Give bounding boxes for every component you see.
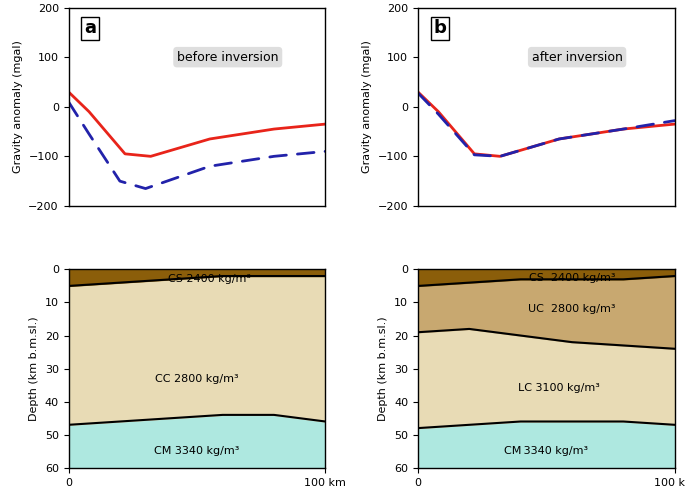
Text: CM 3340 kg/m³: CM 3340 kg/m³ — [504, 446, 588, 456]
Text: CS  2400 kg/m³: CS 2400 kg/m³ — [529, 273, 615, 283]
Text: after inversion: after inversion — [532, 51, 623, 64]
Text: a: a — [84, 20, 96, 37]
Text: before inversion: before inversion — [177, 51, 279, 64]
Text: LC 3100 kg/m³: LC 3100 kg/m³ — [518, 383, 600, 393]
Text: b: b — [433, 20, 446, 37]
Text: UC  2800 kg/m³: UC 2800 kg/m³ — [528, 304, 616, 314]
Text: CC 2800 kg/m³: CC 2800 kg/m³ — [155, 374, 239, 383]
Y-axis label: Depth (km b.m.sl.): Depth (km b.m.sl.) — [29, 316, 39, 421]
Text: CS 2400 kg/m³: CS 2400 kg/m³ — [169, 274, 251, 284]
Y-axis label: Gravity anomaly (mgal): Gravity anomaly (mgal) — [13, 40, 23, 173]
Y-axis label: Gravity anomaly (mgal): Gravity anomaly (mgal) — [362, 40, 372, 173]
Text: CM 3340 kg/m³: CM 3340 kg/m³ — [154, 446, 240, 456]
Y-axis label: Depth (km b.m.sl.): Depth (km b.m.sl.) — [378, 316, 388, 421]
